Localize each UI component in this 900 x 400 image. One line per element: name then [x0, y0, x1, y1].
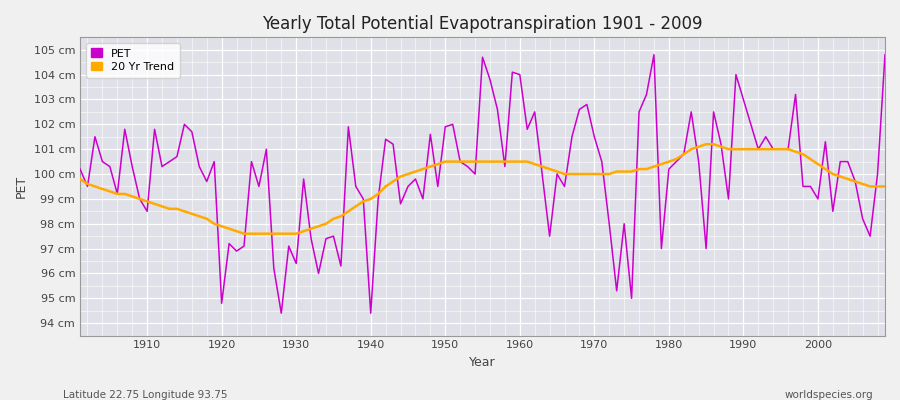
PET: [649, 52, 660, 57]
PET: [276, 311, 287, 316]
PET: [522, 127, 533, 132]
X-axis label: Year: Year: [469, 356, 496, 369]
PET: [75, 167, 86, 172]
Line: PET: PET: [80, 55, 885, 313]
20 Yr Trend: [134, 196, 145, 201]
Y-axis label: PET: PET: [15, 175, 28, 198]
PET: [515, 72, 526, 77]
PET: [879, 52, 890, 57]
20 Yr Trend: [75, 177, 86, 182]
20 Yr Trend: [611, 169, 622, 174]
PET: [306, 236, 317, 241]
Text: Latitude 22.75 Longitude 93.75: Latitude 22.75 Longitude 93.75: [63, 390, 228, 400]
20 Yr Trend: [350, 204, 361, 209]
Title: Yearly Total Potential Evapotranspiration 1901 - 2009: Yearly Total Potential Evapotranspiratio…: [262, 15, 703, 33]
20 Yr Trend: [879, 184, 890, 189]
PET: [350, 184, 361, 189]
20 Yr Trend: [306, 226, 317, 231]
PET: [611, 288, 622, 293]
20 Yr Trend: [522, 159, 533, 164]
20 Yr Trend: [515, 159, 526, 164]
Legend: PET, 20 Yr Trend: PET, 20 Yr Trend: [86, 43, 180, 78]
20 Yr Trend: [238, 231, 249, 236]
20 Yr Trend: [701, 142, 712, 147]
Text: worldspecies.org: worldspecies.org: [785, 390, 873, 400]
PET: [134, 196, 145, 201]
Line: 20 Yr Trend: 20 Yr Trend: [80, 144, 885, 234]
